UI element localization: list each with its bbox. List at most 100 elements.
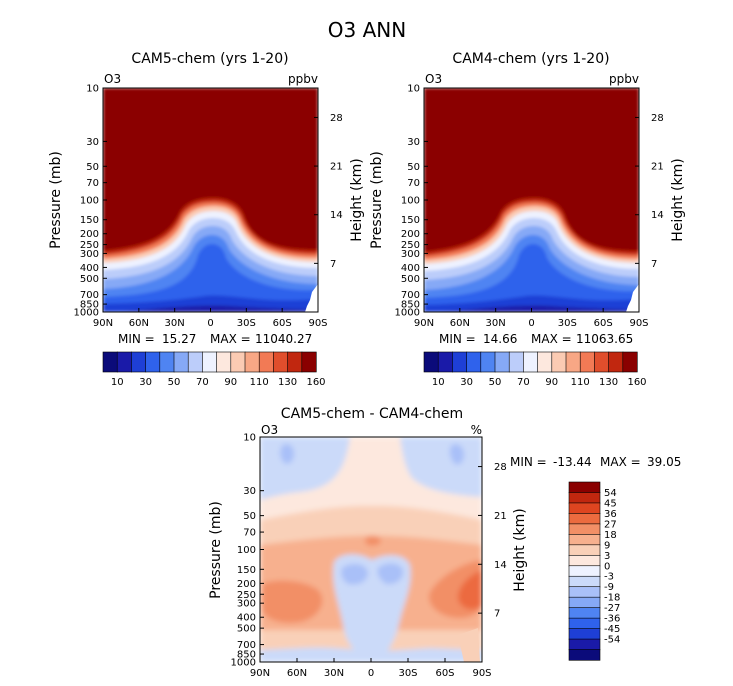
x-tick-label: 60S xyxy=(273,318,292,329)
max-value: 39.05 xyxy=(647,455,681,469)
y-tick-label: 300 xyxy=(237,599,256,610)
colorbar-label: 10 xyxy=(111,377,124,388)
colorbar-swatch xyxy=(437,351,454,373)
y-tick-label: 50 xyxy=(243,511,256,522)
y-tick-label: 30 xyxy=(243,486,256,497)
right-axis: 28 21 14 7 xyxy=(635,113,664,270)
right-axis: 28 21 14 7 xyxy=(314,113,343,270)
y-tick-label: 1000 xyxy=(395,308,420,319)
y2-axis-label: Height (km) xyxy=(349,158,365,241)
y2-tick-label: 14 xyxy=(651,210,664,221)
colorbar-swatch xyxy=(568,534,601,546)
colorbar-swatch xyxy=(258,351,275,373)
colorbar-label: -45 xyxy=(604,624,620,635)
colorbar-swatch xyxy=(568,586,601,598)
colorbar-label: 90 xyxy=(545,377,558,388)
y2-tick-label: 14 xyxy=(494,560,507,571)
x-tick-label: 90N xyxy=(93,318,113,329)
colorbar-swatch xyxy=(216,351,232,373)
x-tick-label: 60S xyxy=(435,668,454,679)
neg-3-bottom xyxy=(260,647,482,662)
x-tick-label: 30N xyxy=(324,668,344,679)
y2-tick-label: 21 xyxy=(494,511,507,522)
x-tick-label: 30S xyxy=(398,668,417,679)
panel-cam5: CAM5-chem (yrs 1-20) O3 ppbv 10305070100… xyxy=(48,51,365,388)
panel-title: CAM5-chem (yrs 1-20) xyxy=(131,51,288,67)
x-tick-label: 30S xyxy=(558,318,577,329)
x-tick-label: 60N xyxy=(129,318,149,329)
contour-blur xyxy=(260,437,482,662)
colorbar-label: 3 xyxy=(604,551,610,562)
y-tick-label: 70 xyxy=(407,178,420,189)
colorbar-swatch xyxy=(551,351,567,373)
max-value: 11040.27 xyxy=(255,332,312,346)
level-20 xyxy=(424,295,639,312)
colorbar-label: 36 xyxy=(604,509,617,520)
colorbar-swatch xyxy=(568,617,601,630)
colorbar-swatch xyxy=(145,351,161,373)
pos-9-bottom-stripe xyxy=(458,628,480,662)
colorbar-swatch xyxy=(568,554,601,567)
contour-blur xyxy=(103,88,318,312)
colorbar-swatch xyxy=(523,351,539,373)
x-tick-label: 60S xyxy=(594,318,613,329)
colorbar-label: 110 xyxy=(571,377,590,388)
max-label: MAX = xyxy=(600,455,641,469)
y-tick-label: 70 xyxy=(86,178,99,189)
colorbar-swatch xyxy=(568,638,601,651)
level-30 xyxy=(103,244,318,312)
x-tick-label: 0 xyxy=(207,318,213,329)
x-tick-label: 30S xyxy=(237,318,256,329)
colorbar-swatch xyxy=(116,351,132,373)
pos-27-left xyxy=(262,580,323,623)
colorbar-label: -36 xyxy=(604,614,620,625)
colorbar-swatch xyxy=(568,607,601,619)
y-tick-label: 300 xyxy=(80,249,99,260)
colorbar-swatch xyxy=(568,575,601,588)
colorbar-swatch xyxy=(568,565,601,577)
x-tick-label: 60N xyxy=(450,318,470,329)
colorbar-label: 9 xyxy=(604,540,610,551)
colorbar-swatch xyxy=(622,351,638,373)
variable-label: O3 xyxy=(261,423,278,437)
neg-9-left-spot xyxy=(280,444,295,464)
y-tick-label: 250 xyxy=(401,240,420,251)
colorbar-label: -3 xyxy=(604,572,614,583)
y2-tick-label: 28 xyxy=(651,113,664,124)
y-tick-label: 500 xyxy=(237,624,256,635)
colorbar-swatch xyxy=(131,351,147,373)
contour-field xyxy=(424,88,639,312)
page-title: O3 ANN xyxy=(328,18,406,42)
colorbar-swatch xyxy=(594,351,610,373)
colorbar-swatch xyxy=(466,351,482,373)
colorbar-label: 50 xyxy=(489,377,502,388)
units-label: ppbv xyxy=(288,72,318,86)
units-label: % xyxy=(471,423,482,437)
x-tick-label: 90S xyxy=(472,668,491,679)
y-tick-label: 50 xyxy=(407,162,420,173)
colorbar-swatch xyxy=(452,351,468,373)
y-tick-label: 10 xyxy=(243,433,256,444)
y2-tick-label: 7 xyxy=(330,259,336,270)
bottom-axis: 90N 60N 30N 0 30S 60S 90S xyxy=(93,308,328,329)
y-tick-label: 50 xyxy=(86,162,99,173)
bottom-axis: 90N 60N 30N 0 30S 60S 90S xyxy=(250,658,492,679)
neg-9-center-right xyxy=(377,563,404,585)
level-20 xyxy=(103,295,318,312)
colorbar-label: 54 xyxy=(604,488,617,499)
y-tick-label: 30 xyxy=(407,137,420,148)
x-tick-label: 90N xyxy=(414,318,434,329)
variable-label: O3 xyxy=(104,72,121,86)
x-tick-label: 90S xyxy=(629,318,648,329)
panel-difference: CAM5-chem - CAM4-chem O3 % xyxy=(208,406,681,679)
x-tick-label: 60N xyxy=(287,668,307,679)
y-tick-label: 400 xyxy=(401,263,420,274)
x-tick-label: 90N xyxy=(250,668,270,679)
y-axis-label: Pressure (mb) xyxy=(369,151,385,249)
y-tick-label: 500 xyxy=(401,274,420,285)
y-tick-label: 150 xyxy=(237,565,256,576)
units-label: ppbv xyxy=(609,72,639,86)
colorbar-swatch xyxy=(423,351,439,373)
y2-tick-label: 21 xyxy=(330,162,343,173)
y-tick-label: 700 xyxy=(401,290,420,301)
